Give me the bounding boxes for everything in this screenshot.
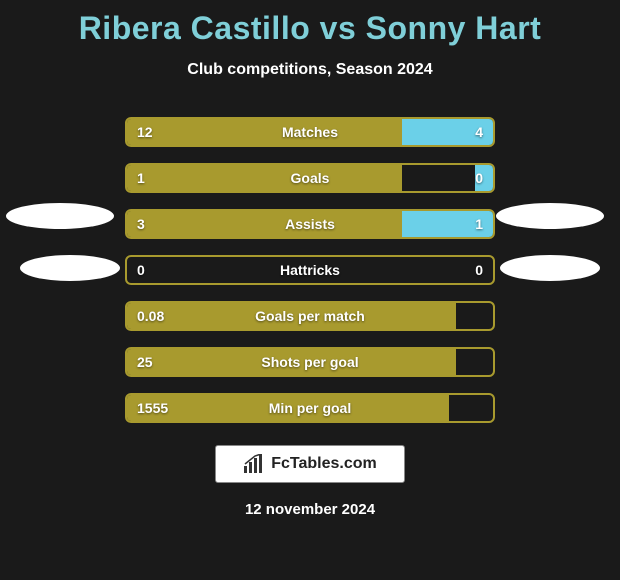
stat-value-left: 25 (137, 354, 153, 370)
footer-date: 12 november 2024 (0, 501, 620, 518)
stats-container: 12 Matches 4 1 Goals 0 3 Assists 1 0 Hattricks 0 0.0… (125, 117, 495, 423)
stat-value-left: 0.08 (137, 308, 164, 324)
stat-value-left: 1555 (137, 400, 168, 416)
stat-label: Goals (291, 170, 330, 186)
stat-row: 0 Hattricks 0 (125, 255, 495, 285)
stat-label: Assists (285, 216, 335, 232)
stat-row: 0.08 Goals per match (125, 301, 495, 331)
stat-label: Min per goal (269, 400, 351, 416)
bar-left (127, 119, 402, 145)
bar-left (127, 211, 402, 237)
bar-left (127, 165, 402, 191)
subtitle: Club competitions, Season 2024 (0, 61, 620, 79)
stat-row: 25 Shots per goal (125, 347, 495, 377)
stat-label: Shots per goal (261, 354, 358, 370)
stat-value-left: 0 (137, 262, 145, 278)
stat-label: Goals per match (255, 308, 365, 324)
stat-row: 1 Goals 0 (125, 163, 495, 193)
stat-value-right: 4 (475, 124, 483, 140)
stat-value-right: 1 (475, 216, 483, 232)
decorative-ellipse (496, 203, 604, 229)
stat-value-left: 1 (137, 170, 145, 186)
decorative-ellipse (500, 255, 600, 281)
stat-row: 3 Assists 1 (125, 209, 495, 239)
footer-logo[interactable]: FcTables.com (215, 445, 405, 483)
stat-value-left: 3 (137, 216, 145, 232)
page-title: Ribera Castillo vs Sonny Hart (0, 0, 620, 47)
stat-row: 1555 Min per goal (125, 393, 495, 423)
stat-value-right: 0 (475, 170, 483, 186)
chart-icon (243, 454, 265, 474)
stat-label: Hattricks (280, 262, 340, 278)
decorative-ellipse (20, 255, 120, 281)
footer-logo-text: FcTables.com (271, 455, 377, 473)
stat-value-right: 0 (475, 262, 483, 278)
stat-row: 12 Matches 4 (125, 117, 495, 147)
stat-value-left: 12 (137, 124, 153, 140)
stat-label: Matches (282, 124, 338, 140)
decorative-ellipse (6, 203, 114, 229)
